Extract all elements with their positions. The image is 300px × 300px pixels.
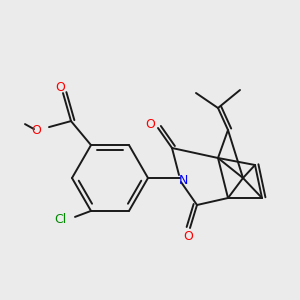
Text: O: O (55, 81, 65, 94)
Text: O: O (31, 124, 41, 136)
Text: N: N (178, 173, 188, 187)
Text: Cl: Cl (55, 213, 67, 226)
Text: O: O (145, 118, 155, 130)
Text: O: O (183, 230, 193, 244)
